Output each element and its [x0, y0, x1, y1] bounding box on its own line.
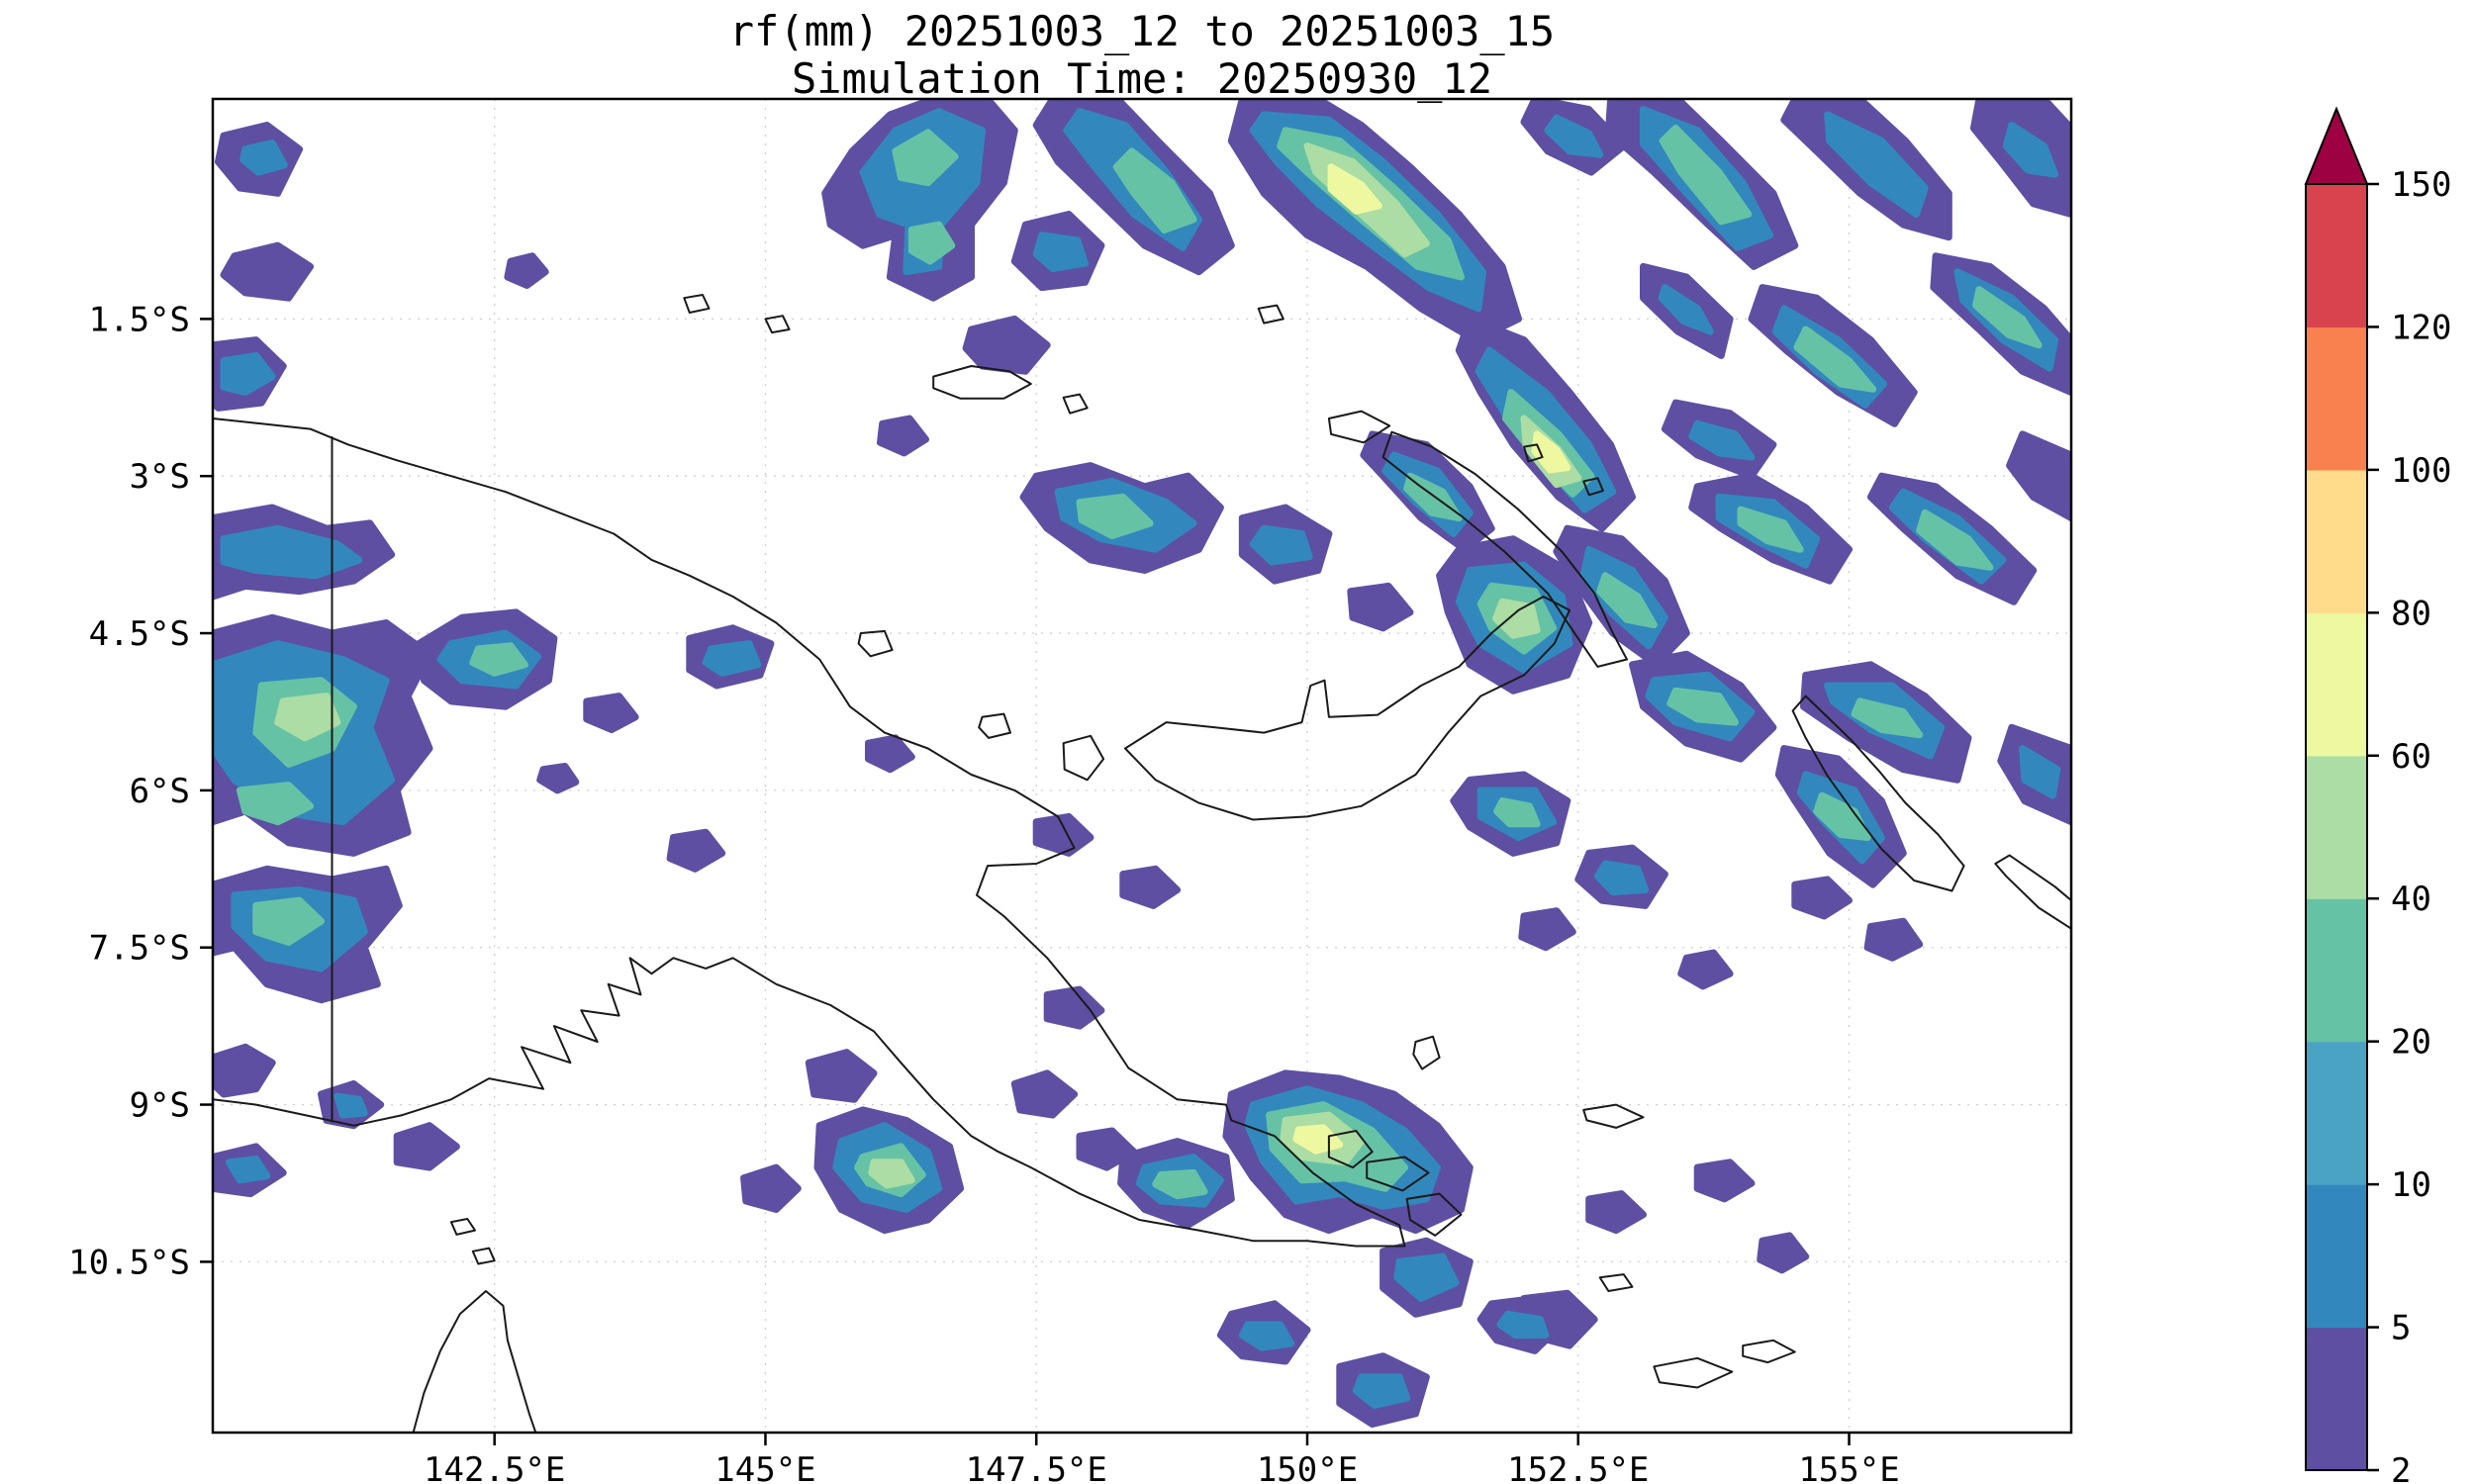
coastline-bougainville — [1791, 695, 1965, 892]
colorbar-segment — [2306, 469, 2367, 613]
coastline-manus — [932, 365, 1032, 400]
x-tick-label: 147.5°E — [966, 1450, 1107, 1484]
colorbar-tick-label: 80 — [2391, 594, 2431, 633]
coastline-cape-york — [412, 1290, 537, 1433]
y-tick-label: 10.5°S — [68, 1243, 190, 1282]
colorbar-extend-triangle — [2304, 106, 2369, 185]
coastline-kiriwina — [1412, 1035, 1441, 1070]
coastline-new-britain — [1124, 596, 1570, 821]
coastline-hermit — [764, 315, 791, 334]
x-tick-label: 150°E — [1257, 1450, 1358, 1484]
y-tick-label: 3°S — [130, 457, 190, 497]
colorbar-segment — [2306, 898, 2367, 1043]
y-tick-label: 4.5°S — [89, 614, 190, 654]
coastline-rambutyo — [1062, 393, 1089, 415]
colorbar-segment — [2306, 612, 2367, 757]
colorbar-segment — [2306, 184, 2367, 328]
y-tick-label: 9°S — [130, 1086, 190, 1126]
colorbar-segment — [2306, 1327, 2367, 1471]
y-tick-label: 6°S — [130, 772, 190, 811]
colorbar-outline — [2305, 183, 2368, 1471]
colorbar-tick-label: 2 — [2391, 1451, 2411, 1484]
rainfall-contours — [213, 99, 2071, 1428]
coastline-rossel — [1742, 1339, 1796, 1364]
colorbar-tick-label: 10 — [2391, 1165, 2431, 1205]
coastline-new-hanover — [1327, 410, 1391, 444]
figure-title: rf(mm) 20251003_12 to 20251003_15 — [728, 7, 1556, 55]
coastline-mussau — [1257, 304, 1285, 325]
coastline-goodenough — [1327, 1130, 1374, 1169]
colorbar-tick-label: 5 — [2391, 1309, 2411, 1348]
colorbar-tick-label: 60 — [2391, 737, 2431, 777]
colorbar-tick-label: 120 — [2391, 308, 2451, 347]
y-tick-label: 7.5°S — [89, 929, 190, 969]
colorbar-segment — [2306, 1184, 2367, 1329]
coastline-lihir — [1582, 477, 1604, 497]
x-tick-label: 142.5°E — [424, 1450, 565, 1484]
x-tick-label: 155°E — [1798, 1450, 1899, 1484]
coastline-torres-island-2 — [471, 1247, 496, 1265]
coastline-misima — [1598, 1273, 1634, 1292]
coastlines — [213, 294, 2071, 1433]
y-tick-label: 1.5°S — [89, 300, 190, 339]
colorbar-tick-label: 100 — [2391, 451, 2451, 491]
title-block: rf(mm) 20251003_12 to 20251003_15 Simula… — [213, 8, 2071, 103]
coastline-tagula — [1653, 1356, 1734, 1389]
plot-border — [211, 97, 2073, 1435]
colorbar: 2 5 10 20 40 60 80 100 120 150 — [2304, 106, 2451, 1484]
coastline-choiseul — [1994, 854, 2071, 930]
x-tick-label: 152.5°E — [1507, 1450, 1649, 1484]
coastline-umboi — [1062, 734, 1105, 782]
coastline-torres-island-1 — [449, 1218, 476, 1236]
coastline-ninigo — [683, 294, 711, 314]
coastline-fergusson — [1366, 1156, 1430, 1192]
coastline-karkar — [857, 629, 894, 658]
axis-labels: 142.5°E 145°E 147.5°E 150°E 152.5°E 155°E 1.5°… — [68, 300, 1900, 1484]
colorbar-tick-label: 150 — [2391, 165, 2451, 205]
coastline-tabar — [1523, 443, 1544, 463]
colorbar-segment — [2306, 755, 2367, 899]
coastline-new-guinea-mainland — [213, 417, 1406, 1248]
axis-ticks — [200, 318, 1851, 1445]
coastline-long-island — [978, 712, 1011, 739]
colorbar-tick-label: 40 — [2391, 880, 2431, 919]
coastline-new-ireland — [1381, 430, 1628, 668]
coastline-woodlark — [1582, 1103, 1645, 1129]
figure-subtitle: Simulation Time: 20250930_12 — [791, 54, 1492, 103]
x-tick-label: 145°E — [714, 1450, 815, 1484]
colorbar-segment — [2306, 326, 2367, 471]
colorbar-segment — [2306, 1041, 2367, 1185]
coastline-normanby — [1405, 1192, 1463, 1237]
colorbar-tick-label: 20 — [2391, 1023, 2431, 1063]
